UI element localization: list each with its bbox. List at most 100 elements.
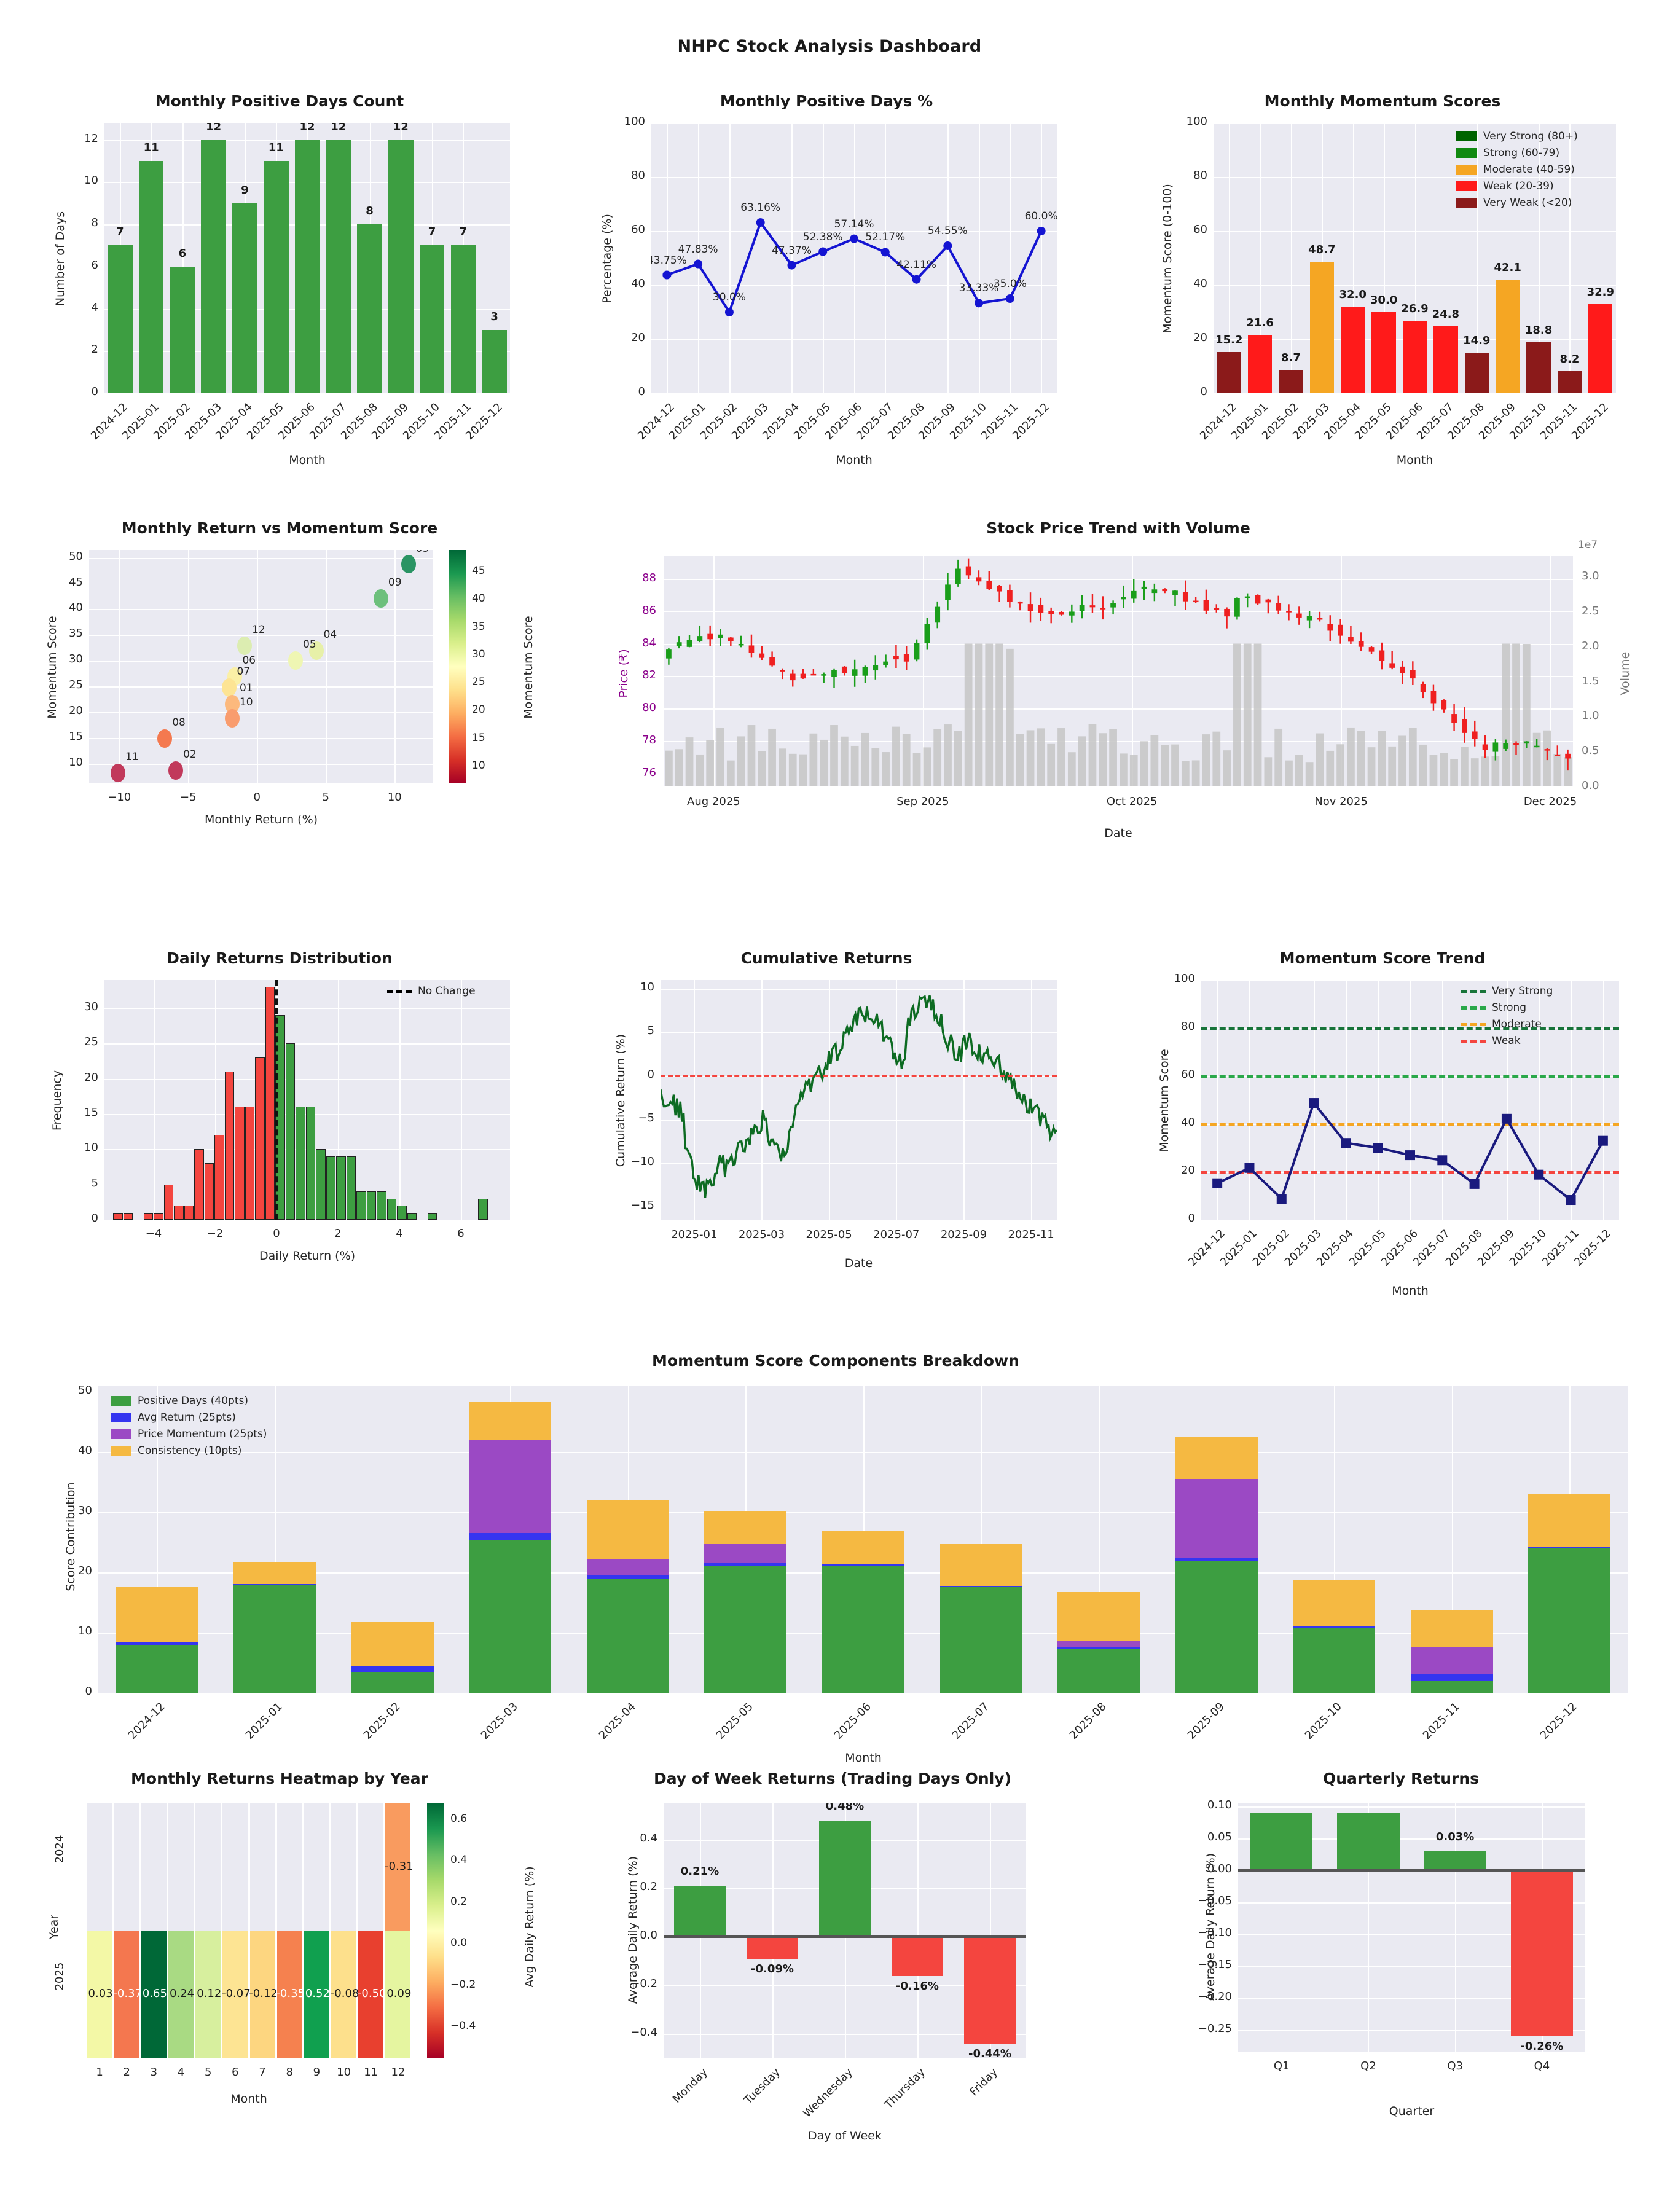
bar [170, 266, 195, 393]
bar-value-label: 15.2 [1215, 334, 1243, 347]
x-axis-label: Month [1392, 1284, 1429, 1298]
bar-value-label: 12 [299, 123, 315, 133]
x-axis-label: Month [836, 453, 873, 467]
stacked-segment [822, 1531, 905, 1564]
legend-swatch [111, 1429, 131, 1439]
stacked-segment [1293, 1626, 1376, 1628]
y-tick-label: 2025 [53, 1962, 66, 1991]
x-axis-label: Month [230, 2092, 267, 2106]
bar-value-label: 12 [393, 123, 409, 133]
chart-daily-returns-distribution: Daily Returns Distribution Frequency Dai… [25, 949, 535, 1293]
heatmap-cell-value: -0.08 [330, 1987, 359, 2001]
histogram-bar [194, 1149, 204, 1220]
x-tick-label: Friday [967, 2066, 1000, 2099]
point-value-label: 43.75% [651, 254, 687, 267]
histogram-bar [285, 1043, 296, 1220]
legend-thresholds: Very Strong Strong Moderate Weak [1461, 985, 1553, 1051]
y-tick-label: 25 [69, 678, 83, 692]
y-tick-label: 20 [78, 1564, 92, 1577]
histogram-bar [326, 1156, 336, 1220]
scatter-point-label: 04 [323, 628, 337, 641]
x-tick-label: 2025-07 [873, 1228, 920, 1241]
x-tick-label: 11 [364, 2066, 378, 2079]
bar-value-label: 0.03% [1435, 1830, 1475, 1843]
bar-value-label: 0.09% [1316, 1803, 1421, 1805]
y-tick-label: 100 [624, 115, 645, 128]
heatmap-cell-value: -0.35 [276, 1987, 305, 2001]
y-tick-label: 0.10 [1207, 1798, 1232, 1812]
stacked-segment [939, 1587, 1022, 1693]
heatmap-cell [114, 1803, 139, 1931]
stacked-segment [1175, 1478, 1258, 1559]
x-tick-label: 2025-03 [738, 1228, 785, 1241]
point-value-label: 60.0% [1024, 210, 1057, 222]
y-tick-label: 40 [69, 601, 83, 614]
y-tick-label: 20 [69, 704, 83, 718]
x-tick-label: Q4 [1534, 2060, 1550, 2073]
legend-swatch [111, 1396, 131, 1406]
y-tick-label: −0.05 [1198, 1894, 1232, 1907]
x-tick-label: 2024-12 [1185, 1227, 1228, 1269]
x-tick-label: −10 [108, 791, 131, 804]
heatmap-cell [304, 1803, 329, 1931]
x-tick-label: 5 [205, 2066, 212, 2079]
x-tick-label: 4 [396, 1227, 403, 1240]
y2-tick-label: 2.0 [1582, 639, 1599, 653]
x-tick-label: 5 [322, 791, 329, 804]
heatmap-cell [358, 1803, 384, 1931]
legend-label: Avg Return (25pts) [138, 1411, 236, 1424]
y-tick-label: 35 [69, 627, 83, 640]
x-tick-label: 7 [259, 2066, 266, 2079]
plot-area: 0.21% -0.09% 0.48% -0.16% -0.44% [664, 1803, 1026, 2058]
x-tick-label: 2025-01 [1218, 1227, 1260, 1269]
y-axis-label: Momentum Score [1158, 1049, 1171, 1152]
bar [1464, 353, 1489, 393]
bar [1279, 369, 1303, 393]
legend-item: Moderate [1461, 1018, 1553, 1030]
x-tick-label: 2025-10 [1507, 1227, 1550, 1269]
stacked-segment [1057, 1640, 1140, 1647]
y-tick-label: 80 [631, 169, 645, 182]
stacked-segment [1410, 1673, 1493, 1681]
bar-value-label: 7 [459, 226, 468, 239]
heatmap-cell [249, 1931, 275, 2058]
colorbar-tick-label: 10 [472, 759, 485, 772]
heatmap-cell [331, 1803, 357, 1931]
histogram-bar [346, 1156, 356, 1220]
stacked-segment [469, 1402, 552, 1440]
stacked-segment [1175, 1561, 1258, 1693]
plot-area: -0.31 0.03 -0.37 0.65 0.24 0.12 -0.07 -0.12 -0.3… [86, 1803, 412, 2058]
bar [1557, 371, 1582, 393]
y-tick-label: 84 [642, 636, 656, 649]
y-tick-label: 10 [78, 1624, 92, 1637]
x-tick-label: Q2 [1360, 2060, 1376, 2073]
y-tick-label: 10 [69, 756, 83, 769]
legend-item: Price Momentum (25pts) [111, 1428, 267, 1440]
bar [201, 139, 226, 393]
colorbar-tick-label: 0.6 [450, 1812, 468, 1825]
x-axis-label: Month [289, 453, 326, 467]
y-tick-label: −0.25 [1198, 2022, 1232, 2035]
colorbar-tick-label: 0.2 [450, 1895, 468, 1908]
y-tick-label: 0.4 [640, 1832, 657, 1845]
heatmap-cell [249, 1803, 275, 1931]
legend-label: Strong [1492, 1002, 1527, 1014]
chart-monthly-returns-heatmap: Monthly Returns Heatmap by Year -0.31 0.0… [25, 1770, 536, 2163]
bar-value-label: 11 [143, 141, 159, 154]
legend-label: Positive Days (40pts) [138, 1395, 248, 1407]
plot-area [104, 980, 510, 1220]
bar-value-label: 8.2 [1559, 352, 1580, 366]
y-tick-label: 4 [91, 300, 98, 314]
y-tick-label: 20 [84, 1070, 98, 1084]
x-tick-label: −4 [145, 1227, 162, 1240]
bar [1309, 261, 1334, 393]
chart-day-of-week-returns: Day of Week Returns (Trading Days Only) … [578, 1770, 1088, 2163]
bar-value-label: 8.7 [1281, 351, 1301, 364]
heatmap-cell [141, 1931, 167, 2058]
legend-label: Weak (20-39) [1483, 180, 1554, 192]
histogram-bar [214, 1135, 224, 1220]
bar-value-label: 30.0 [1370, 294, 1398, 307]
bar [1526, 342, 1551, 393]
heatmap-cell-value: 0.24 [170, 1987, 195, 2001]
chart-title: Momentum Score Trend [1279, 949, 1486, 967]
